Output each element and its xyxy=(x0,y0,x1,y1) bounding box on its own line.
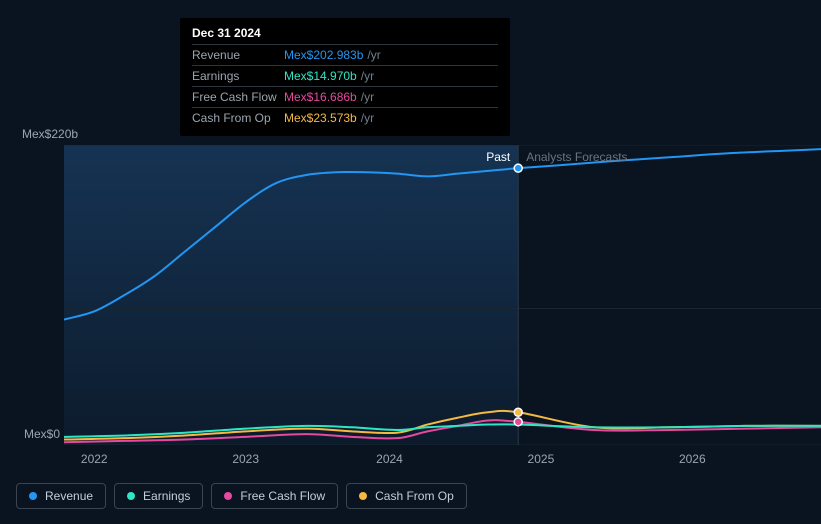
marker-cfo xyxy=(514,408,522,416)
legend-dot-icon xyxy=(224,492,232,500)
tooltip-row-cash-from-op: Cash From OpMex$23.573b/yr xyxy=(192,107,498,128)
legend-item-cfo[interactable]: Cash From Op xyxy=(346,483,467,509)
tooltip-value: Mex$16.686b xyxy=(284,90,357,104)
tooltip-label: Free Cash Flow xyxy=(192,90,284,104)
y-axis-bottom-label: Mex$0 xyxy=(24,427,60,441)
chart-legend: Revenue Earnings Free Cash Flow Cash From O… xyxy=(16,483,467,509)
legend-label: Earnings xyxy=(143,489,190,503)
legend-label: Revenue xyxy=(45,489,93,503)
tooltip-unit: /yr xyxy=(361,69,374,83)
tooltip-label: Cash From Op xyxy=(192,111,284,125)
x-tick-2023: 2023 xyxy=(232,452,259,466)
tooltip-row-earnings: EarningsMex$14.970b/yr xyxy=(192,65,498,86)
legend-dot-icon xyxy=(29,492,37,500)
tooltip-row-free-cash-flow: Free Cash FlowMex$16.686b/yr xyxy=(192,86,498,107)
tooltip-label: Earnings xyxy=(192,69,284,83)
tooltip-unit: /yr xyxy=(367,48,380,62)
y-axis-top-label: Mex$220b xyxy=(22,127,78,141)
legend-label: Free Cash Flow xyxy=(240,489,325,503)
x-tick-2026: 2026 xyxy=(679,452,706,466)
plot-area[interactable] xyxy=(64,145,821,445)
tooltip-unit: /yr xyxy=(361,90,374,104)
past-period-label: Past xyxy=(486,150,510,164)
chart-svg xyxy=(64,145,821,445)
marker-fcf xyxy=(514,418,522,426)
legend-dot-icon xyxy=(127,492,135,500)
past-region-fill xyxy=(64,145,518,445)
tooltip-date: Dec 31 2024 xyxy=(192,26,498,44)
legend-item-earnings[interactable]: Earnings xyxy=(114,483,203,509)
tooltip-label: Revenue xyxy=(192,48,284,62)
tooltip-value: Mex$14.970b xyxy=(284,69,357,83)
forecast-period-label: Analysts Forecasts xyxy=(526,150,627,164)
marker-revenue xyxy=(514,164,522,172)
tooltip-row-revenue: RevenueMex$202.983b/yr xyxy=(192,44,498,65)
legend-item-fcf[interactable]: Free Cash Flow xyxy=(211,483,338,509)
x-tick-2025: 2025 xyxy=(528,452,555,466)
legend-item-revenue[interactable]: Revenue xyxy=(16,483,106,509)
financial-chart: Mex$220b Mex$0 2022 2023 2024 2025 2026 Past… xyxy=(16,0,805,475)
tooltip-value: Mex$202.983b xyxy=(284,48,363,62)
x-tick-2022: 2022 xyxy=(81,452,108,466)
tooltip-unit: /yr xyxy=(361,111,374,125)
legend-dot-icon xyxy=(359,492,367,500)
x-tick-2024: 2024 xyxy=(376,452,403,466)
chart-tooltip: Dec 31 2024 RevenueMex$202.983b/yrEarnin… xyxy=(180,18,510,136)
tooltip-value: Mex$23.573b xyxy=(284,111,357,125)
legend-label: Cash From Op xyxy=(375,489,454,503)
